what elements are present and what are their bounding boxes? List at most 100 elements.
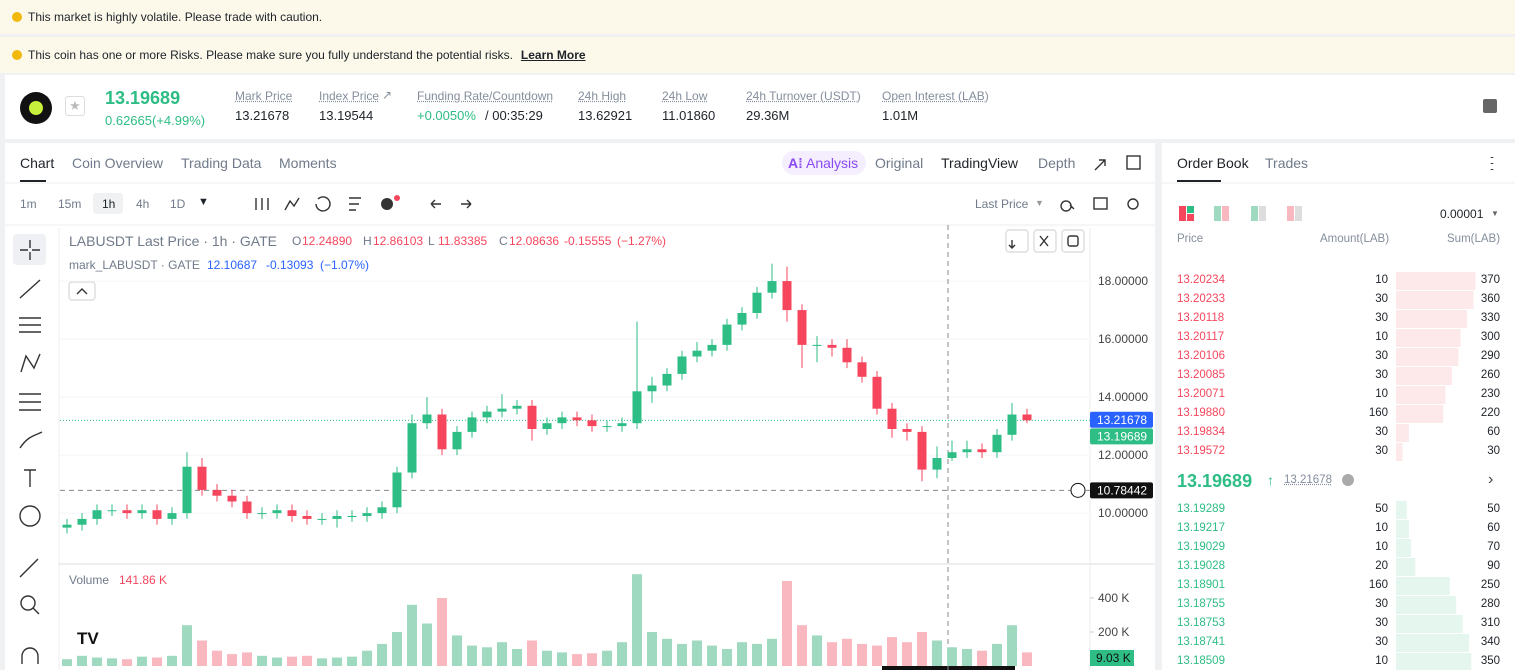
crosshair-tag: 10.78442: [1097, 483, 1147, 497]
book-price: 13.20085: [1177, 369, 1225, 381]
indicator-icon[interactable]: [381, 198, 393, 210]
volume-bar: [422, 623, 432, 666]
dropdown-arrow: ▼: [198, 196, 209, 208]
interval[interactable]: 4h: [136, 197, 150, 211]
candle-body: [572, 417, 582, 421]
crosshair-plus[interactable]: [1070, 482, 1086, 498]
volume-bar: [302, 655, 312, 666]
volume-bar: [692, 640, 702, 666]
depth-bar: [1396, 329, 1461, 347]
book-price: 13.20071: [1177, 388, 1225, 400]
tick-size[interactable]: 0.00001: [1440, 207, 1484, 221]
price-type[interactable]: Last Price: [975, 197, 1029, 211]
book-price: 13.19572: [1177, 445, 1225, 457]
book-sum: 90: [1487, 560, 1500, 572]
volume-bar: [662, 638, 672, 666]
dropdown-arrow: ▼: [1491, 209, 1499, 218]
volume-tick-label: 200 K: [1098, 625, 1129, 639]
volume-bar: [392, 632, 402, 666]
warn-icon: [12, 50, 22, 60]
volume-title: Volume: [69, 573, 110, 587]
volume-bar: [722, 649, 732, 666]
tab[interactable]: Chart: [20, 155, 55, 171]
volume-bar: [962, 649, 972, 666]
depth-bar: [1396, 558, 1416, 576]
book-sum: 300: [1480, 331, 1500, 343]
book-amount: 30: [1375, 617, 1388, 629]
book-header: Amount(LAB): [1320, 233, 1390, 245]
candle-body: [452, 431, 462, 450]
icon[interactable]: [1483, 99, 1497, 113]
candle-body: [92, 510, 102, 519]
candle-body: [1022, 414, 1032, 421]
view-tab[interactable]: Analysis: [806, 155, 859, 171]
book-tab[interactable]: Order Book: [1177, 155, 1249, 171]
depth-bar: [1396, 539, 1412, 557]
view-tab[interactable]: TradingView: [941, 155, 1019, 171]
volume-tick-label: 400 K: [1098, 591, 1129, 605]
volume-bar: [197, 640, 207, 666]
volume-bar: [632, 574, 642, 666]
banner: This market is highly volatile. Please t…: [0, 0, 1515, 34]
volume-tag: 9.03 K: [1096, 651, 1131, 665]
view-tab[interactable]: Depth: [1038, 155, 1076, 171]
volume-bar: [182, 625, 192, 666]
book-amount: 30: [1375, 426, 1388, 438]
volume-bar: [512, 649, 522, 666]
tab[interactable]: Trading Data: [181, 155, 262, 171]
volume-bar: [782, 581, 792, 666]
volume-bar: [602, 650, 612, 666]
depth-bar: [1396, 501, 1407, 519]
interval[interactable]: 15m: [58, 197, 82, 211]
volume-bar: [317, 658, 327, 666]
book-price: 13.19029: [1177, 541, 1225, 553]
volume-tag-bg: [1090, 650, 1134, 666]
book-amount: 30: [1375, 445, 1388, 457]
volume-bar: [947, 647, 957, 666]
view-tab[interactable]: Original: [875, 155, 924, 171]
candle-body: [332, 516, 342, 519]
depth-bar: [1396, 615, 1463, 633]
interval[interactable]: 1h: [102, 197, 116, 211]
candle-body: [557, 417, 567, 424]
candle-body: [62, 524, 72, 528]
stat-value: 13.21678: [235, 108, 290, 123]
interval[interactable]: 1m: [20, 197, 37, 211]
legend-value: 12.08636: [509, 234, 560, 248]
chart-panel: [5, 143, 1155, 670]
depth-bar: [1396, 596, 1457, 614]
volume-bar: [557, 652, 567, 666]
book-layout-icons: [1179, 206, 1302, 221]
book-amount: 10: [1375, 655, 1388, 667]
volume-bar: [1007, 625, 1017, 666]
stat-value: 11.01860: [662, 108, 716, 123]
stat-value: 13.19544: [319, 108, 374, 123]
favorite[interactable]: ★: [65, 96, 85, 116]
mid-more[interactable]: ›: [1488, 471, 1494, 488]
candle-body: [782, 281, 792, 311]
learn-more[interactable]: Learn More: [520, 48, 586, 62]
tab[interactable]: Moments: [279, 155, 337, 171]
legend-change: -0.15555: [564, 234, 612, 248]
mark-change-pct: (−1.07%): [320, 258, 370, 272]
volume-bar: [452, 635, 462, 666]
candle-body: [647, 385, 657, 392]
volume-bar: [767, 638, 777, 666]
tab[interactable]: Coin Overview: [72, 155, 164, 171]
depth-bar: [1396, 310, 1467, 328]
candle-body: [692, 350, 702, 357]
book-amount: 30: [1375, 369, 1388, 381]
interval[interactable]: 1D: [170, 197, 186, 211]
mark-price-tag-bg: [1090, 411, 1153, 428]
analysis-pill[interactable]: [782, 151, 866, 175]
legend-change-pct: (−1.27%): [617, 234, 667, 248]
book-price: 13.20106: [1177, 350, 1225, 362]
book-price: 13.18509: [1177, 655, 1225, 667]
book-amount: 160: [1368, 407, 1388, 419]
volume-bar: [992, 643, 1002, 666]
book-sum: 30: [1487, 445, 1500, 457]
book-tab[interactable]: Trades: [1265, 155, 1309, 171]
volume-bar: [1022, 652, 1032, 666]
candle-body: [422, 414, 432, 424]
